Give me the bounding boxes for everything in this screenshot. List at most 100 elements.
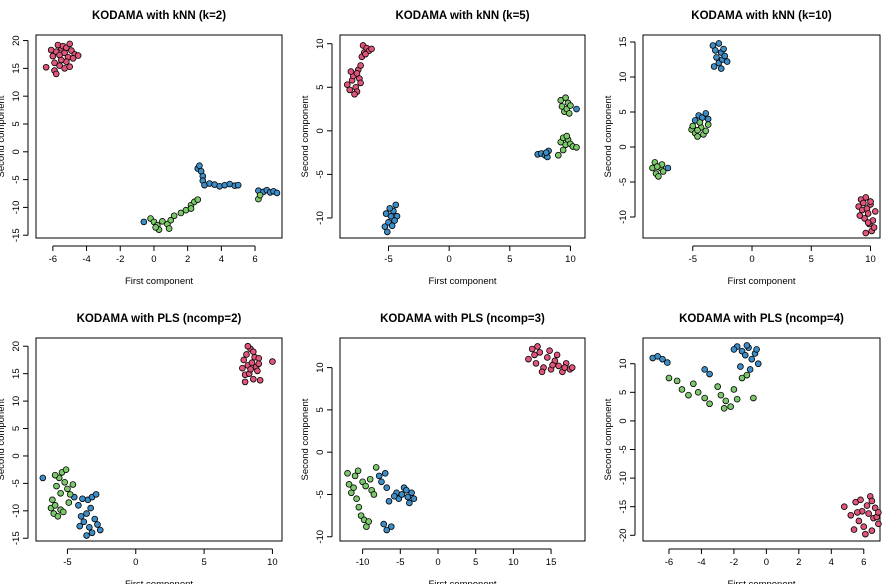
data-point-green [194,196,202,203]
y-tick-label: -20 [618,528,629,542]
data-point-green [159,218,166,225]
data-point-green [750,394,757,402]
x-tick-label: 0 [749,254,754,265]
data-point-blue [378,478,385,486]
data-point-blue [39,474,47,482]
data-point-green [743,371,751,379]
data-point-blue [140,218,148,226]
y-tick-label: -5 [618,445,629,453]
data-point-red [553,351,561,359]
data-point-green [365,518,372,525]
series-red [239,342,276,386]
series-red [42,40,82,78]
data-point-green [187,205,195,212]
y-tick-label: 0 [315,450,326,455]
data-point-red [239,364,246,372]
data-point-green [673,377,681,385]
data-point-blue [711,47,719,54]
data-point-blue [403,486,410,494]
data-point-red [525,355,532,363]
data-point-green [665,374,673,382]
x-tick-label: 5 [507,254,512,265]
data-point-red [256,376,264,384]
data-point-blue [385,497,393,505]
data-point-blue [83,510,90,517]
data-point-blue [730,346,738,353]
data-point-red [868,527,876,535]
x-tick-label: -5 [689,254,697,265]
data-point-green [370,491,378,498]
data-point-red [870,224,878,231]
data-point-red [840,503,848,510]
chart-panel-2: KODAMA with kNN (k=5) -5 0 5 10 -10 -5 0 5 10 Firs… [300,10,586,287]
y-tick-label: -10 [11,201,22,215]
data-point-blue [573,105,580,113]
data-point-red [346,86,354,94]
data-point-green [720,405,728,412]
data-point-green [49,496,56,504]
y-tick-label: -5 [315,170,326,178]
y-tick-label: 15 [11,368,22,379]
y-tick-label: 10 [315,362,326,373]
x-tick-label: 2 [796,557,801,568]
data-point-red [850,526,858,533]
y-tick-label: 10 [11,396,22,407]
data-point-blue [754,360,762,368]
data-point-red [864,219,872,226]
data-point-green [69,481,77,488]
data-point-blue [386,205,394,212]
data-point-red [536,349,544,356]
data-point-green [366,475,374,483]
y-tick-label: 10 [11,91,22,102]
data-point-red [362,50,369,58]
y-tick-label: 0 [618,144,629,149]
data-point-blue [91,515,99,523]
series-green [555,94,580,159]
data-point-red [66,40,73,48]
series-green [147,191,264,233]
data-point-green [65,499,73,506]
data-point-green [701,394,708,402]
data-point-red [549,361,556,369]
data-point-red [856,212,864,219]
data-point-green [372,464,380,471]
x-axis-label: First component [125,579,193,584]
x-tick-label: -6 [665,557,673,568]
data-point-blue [83,532,90,539]
data-point-red [243,351,250,358]
data-point-blue [75,502,82,509]
data-point-red [855,517,863,525]
x-tick-label: -2 [730,557,738,568]
data-point-green [51,471,59,479]
data-point-red [863,502,871,509]
y-tick-label: 5 [315,407,326,412]
data-point-green [659,168,667,175]
x-tick-label: -5 [63,557,71,568]
data-point-red [875,509,882,516]
data-point-green [354,467,362,475]
data-point-green [54,513,62,520]
data-point-blue [710,63,718,70]
data-point-green [722,397,730,405]
x-tick-label: 5 [473,557,478,568]
data-point-red [240,356,248,364]
y-tick-label: 0 [11,149,22,154]
data-point-green [565,110,573,117]
chart-title: KODAMA with PLS (ncomp=2) [77,313,242,325]
data-point-green [170,212,178,220]
y-axis-label: Second component [603,95,614,177]
plot-frame [35,337,283,542]
chart-title: KODAMA with kNN (k=10) [691,10,832,22]
data-point-red [847,511,855,519]
x-axis-label: First component [125,276,193,287]
data-point-green [62,466,70,473]
x-tick-label: -5 [384,254,392,265]
data-point-blue [381,470,389,477]
data-point-red [864,210,872,217]
x-axis-label: First component [428,276,496,287]
y-axis-label: Second component [0,398,7,480]
data-point-blue [87,504,94,512]
series-blue [381,105,580,236]
data-point-green [344,470,351,477]
